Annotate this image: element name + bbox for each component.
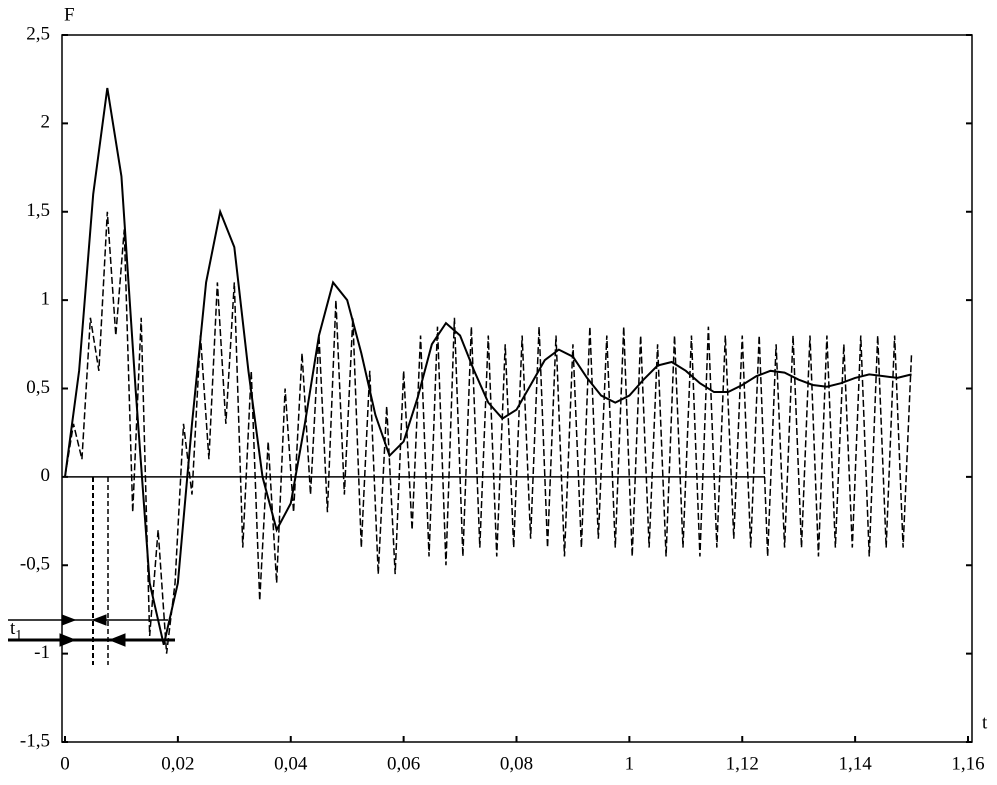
x-tick-label: 1,12 [726,753,759,774]
t1-markers [8,477,175,665]
x-tick-label: 1,14 [839,753,873,774]
arrow-head [108,633,126,647]
y-tick-label: -1 [34,642,50,663]
x-tick-label: 1,16 [951,753,984,774]
annotation: t1 [10,618,22,643]
y-tick-label: -0,5 [20,554,50,575]
x-axis-label: t [982,712,988,733]
annotation-subscript: 1 [15,628,22,643]
x-tick-label: 0,08 [500,753,533,774]
x-tick-label: 0 [60,753,70,774]
y-tick-label: 0 [41,465,51,486]
arrow-head [91,614,107,626]
y-axis-label: F [64,4,75,25]
x-tick-label: 0,06 [387,753,420,774]
data-line [64,87,912,646]
x-tick-label: 0,02 [161,753,194,774]
y-tick-label: 0,5 [26,377,50,398]
x-tick-label: 1 [625,753,635,774]
y-tick-label: 2 [41,112,51,133]
y-tick-label: 2,5 [26,23,50,44]
y-tick-label: 1 [41,288,51,309]
x-tick-label: 0,04 [274,753,308,774]
arrow-head [61,614,77,626]
y-tick-label: 1,5 [26,200,50,221]
plot-frame [61,34,973,743]
arrow-head [59,633,77,647]
data-line [64,211,913,654]
y-tick-label: -1,5 [20,730,50,751]
annotation-text: t [10,618,16,639]
